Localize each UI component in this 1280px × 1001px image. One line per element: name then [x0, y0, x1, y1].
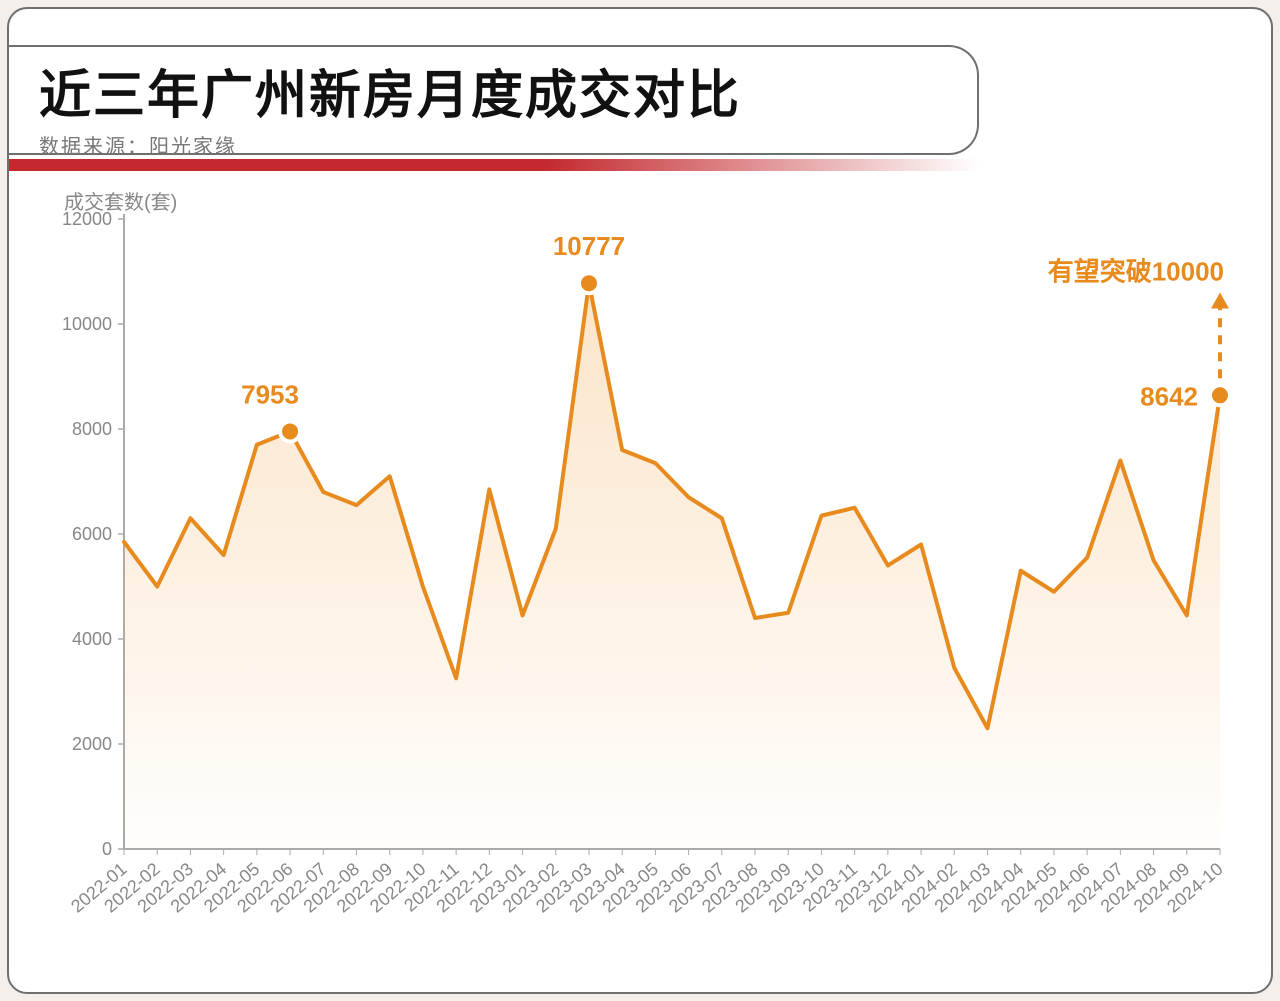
y-tick-label: 10000 — [62, 314, 112, 334]
callout-label: 10777 — [553, 231, 625, 261]
chart-title: 近三年广州新房月度成交对比 — [39, 53, 977, 128]
y-tick-label: 12000 — [62, 209, 112, 229]
callout-label: 7953 — [241, 379, 299, 409]
chart-area: 成交套数(套)020004000600080001000012000有望突破10… — [29, 189, 1255, 979]
data-marker — [1210, 385, 1230, 405]
data-marker — [280, 421, 300, 441]
header-panel: 近三年广州新房月度成交对比 数据来源：阳光家缘 — [9, 45, 979, 155]
accent-bar — [9, 159, 979, 171]
y-tick-label: 6000 — [72, 524, 112, 544]
projection-arrow-icon — [1211, 293, 1229, 309]
callout-label: 8642 — [1140, 381, 1198, 411]
area-fill — [124, 283, 1220, 849]
y-tick-label: 4000 — [72, 629, 112, 649]
data-marker — [579, 273, 599, 293]
line-chart: 成交套数(套)020004000600080001000012000有望突破10… — [29, 189, 1255, 979]
y-tick-label: 8000 — [72, 419, 112, 439]
projection-label: 有望突破10000 — [1048, 257, 1224, 287]
chart-subtitle: 数据来源：阳光家缘 — [39, 130, 977, 159]
y-tick-label: 2000 — [72, 734, 112, 754]
chart-frame: GUANGZHOU 近三年广州新房月度成交对比 数据来源：阳光家缘 成交套数(套… — [7, 7, 1273, 994]
y-tick-label: 0 — [102, 839, 112, 859]
